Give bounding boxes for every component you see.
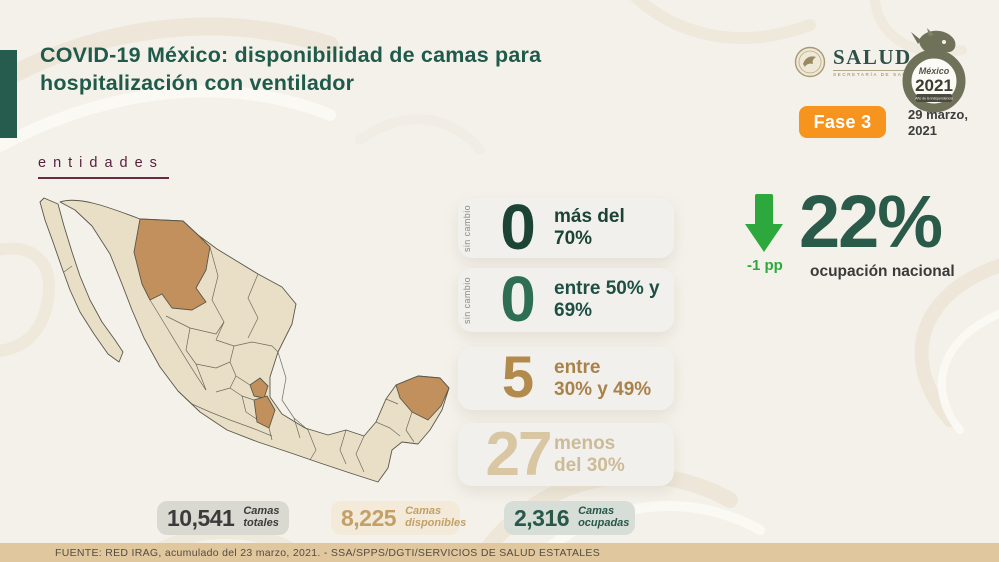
beds-available-pill: 8,225 Camas disponibles xyxy=(331,501,466,535)
states-count: 0 xyxy=(500,263,536,336)
change-note xyxy=(458,347,482,410)
change-note: sin cambio xyxy=(462,204,472,252)
mx2021-script: México xyxy=(919,66,950,76)
date-label: 29 marzo, 2021 xyxy=(908,107,968,139)
map-mainland xyxy=(59,199,450,483)
states-count: 5 xyxy=(501,345,535,411)
occupancy-range-label: entre 30% y 49% xyxy=(554,356,652,400)
beds-available-label: Camas disponibles xyxy=(405,505,467,529)
national-change-label: -1 pp xyxy=(747,257,783,274)
occupancy-card-50-69: sin cambio 0 entre 50% y 69% xyxy=(458,263,674,336)
fase-badge: Fase 3 xyxy=(799,106,886,138)
map-highlighted-states xyxy=(133,218,450,429)
mx2021-year: 2021 xyxy=(915,76,953,95)
national-occupancy-caption: ocupación nacional xyxy=(810,263,955,280)
occupancy-card-mas-70: sin cambio 0 más del 70% xyxy=(458,191,674,264)
map-state-highlight-north xyxy=(133,218,211,311)
beds-occupied-value: 2,316 xyxy=(514,504,570,531)
occupancy-card-30-49: 5 entre 30% y 49% xyxy=(458,347,674,410)
salud-logo: SALUD SECRETARÍA DE SALUD xyxy=(794,46,917,78)
occupancy-card-menos-30: 27 menos del 30% xyxy=(458,423,674,486)
title-accent-bar xyxy=(0,50,17,138)
map-state-borders xyxy=(63,246,415,473)
map-baja-california xyxy=(39,197,124,363)
states-count: 27 xyxy=(485,419,553,489)
occupancy-range-label: más del 70% xyxy=(554,206,625,249)
mexico-map xyxy=(39,197,450,483)
map-state-highlight-central-2 xyxy=(253,395,276,429)
occupancy-range-label: menos del 30% xyxy=(554,432,625,476)
beds-total-pill: 10,541 Camas totales xyxy=(157,501,289,535)
entidades-label: entidades xyxy=(38,155,164,171)
national-occupancy-value: 22% xyxy=(799,180,943,263)
change-note: sin cambio xyxy=(462,276,472,324)
footer-bar: FUENTE: RED IRAG, acumulado del 23 marzo… xyxy=(0,543,999,562)
mexico-2021-logo: México 2021 Año de la Independencia xyxy=(902,28,966,113)
salud-subtitle: SECRETARÍA DE SALUD xyxy=(833,69,917,77)
source-text: FUENTE: RED IRAG, acumulado del 23 marzo… xyxy=(55,546,600,559)
salud-eagle-icon xyxy=(794,46,826,78)
mx2021-banner: Año de la Independencia xyxy=(915,97,953,101)
occupancy-cards: sin cambio 0 más del 70% sin cambio 0 en… xyxy=(458,191,674,486)
page-title: COVID-19 México: disponibilidad de camas… xyxy=(40,43,542,95)
beds-occupied-pill: 2,316 Camas ocupadas xyxy=(504,501,635,535)
beds-available-value: 8,225 xyxy=(341,504,397,531)
map-state-highlight-peninsula xyxy=(395,375,450,421)
occupancy-range-label: entre 50% y 69% xyxy=(554,278,660,321)
entidades-underline xyxy=(38,177,169,179)
decrease-arrow-icon xyxy=(745,194,783,252)
beds-total-label: Camas totales xyxy=(243,505,280,529)
states-count: 0 xyxy=(500,191,536,264)
map-state-highlight-central-1 xyxy=(249,377,269,399)
beds-total-value: 10,541 xyxy=(167,504,235,531)
change-note xyxy=(458,423,482,486)
beds-occupied-label: Camas ocupadas xyxy=(578,505,630,529)
